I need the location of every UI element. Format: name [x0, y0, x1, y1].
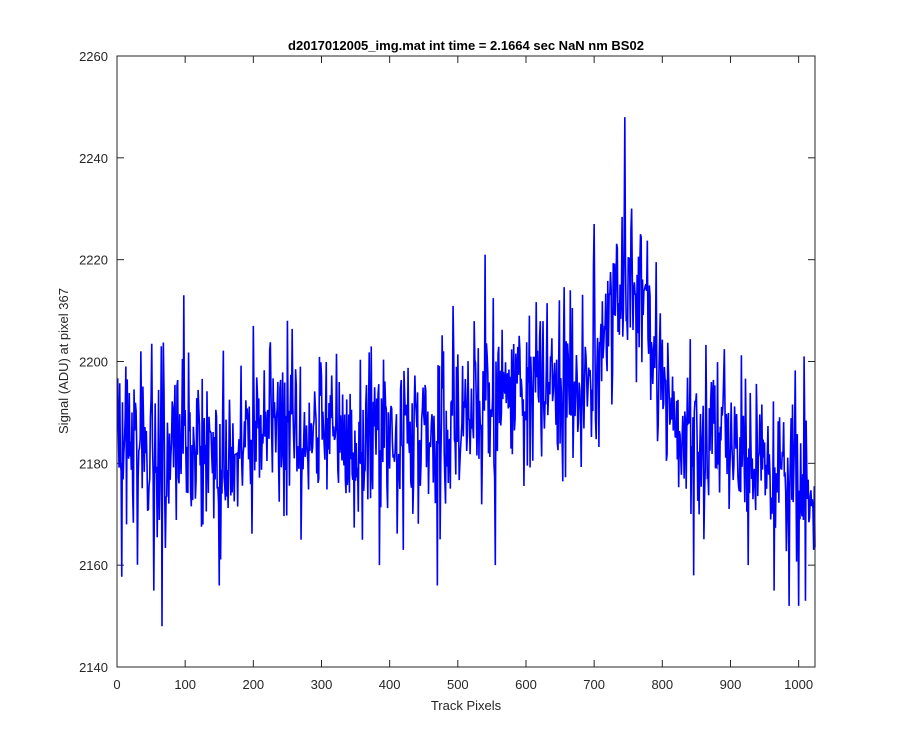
y-tick-label: 2220 [79, 253, 108, 268]
x-tick-label: 900 [720, 677, 742, 692]
x-tick-label: 0 [113, 677, 120, 692]
chart-title: d2017012005_img.mat int time = 2.1664 se… [288, 38, 644, 53]
x-axis-label: Track Pixels [431, 698, 502, 713]
axis-ticks: 0 100 200 300 400 500 600 700 800 900 1000 2140 2160… [79, 49, 815, 692]
x-tick-label: 700 [583, 677, 605, 692]
series-group [116, 117, 816, 627]
y-tick-label: 2240 [79, 151, 108, 166]
x-tick-label: 300 [311, 677, 333, 692]
x-tick-label: 800 [651, 677, 673, 692]
signal-series-line [116, 117, 816, 627]
y-tick-label: 2180 [79, 456, 108, 471]
y-tick-label: 2140 [79, 660, 108, 675]
axes-frame [116, 55, 816, 668]
x-tick-label: 500 [447, 677, 469, 692]
x-tick-label: 600 [515, 677, 537, 692]
axes-background [117, 56, 815, 667]
x-tick-label: 400 [379, 677, 401, 692]
x-tick-label: 1000 [784, 677, 813, 692]
x-tick-label: 200 [242, 677, 264, 692]
y-tick-label: 2260 [79, 49, 108, 64]
y-tick-label: 2160 [79, 558, 108, 573]
x-tick-label: 100 [174, 677, 196, 692]
y-tick-label: 2200 [79, 355, 108, 370]
y-axis-label: Signal (ADU) at pixel 367 [56, 288, 71, 434]
